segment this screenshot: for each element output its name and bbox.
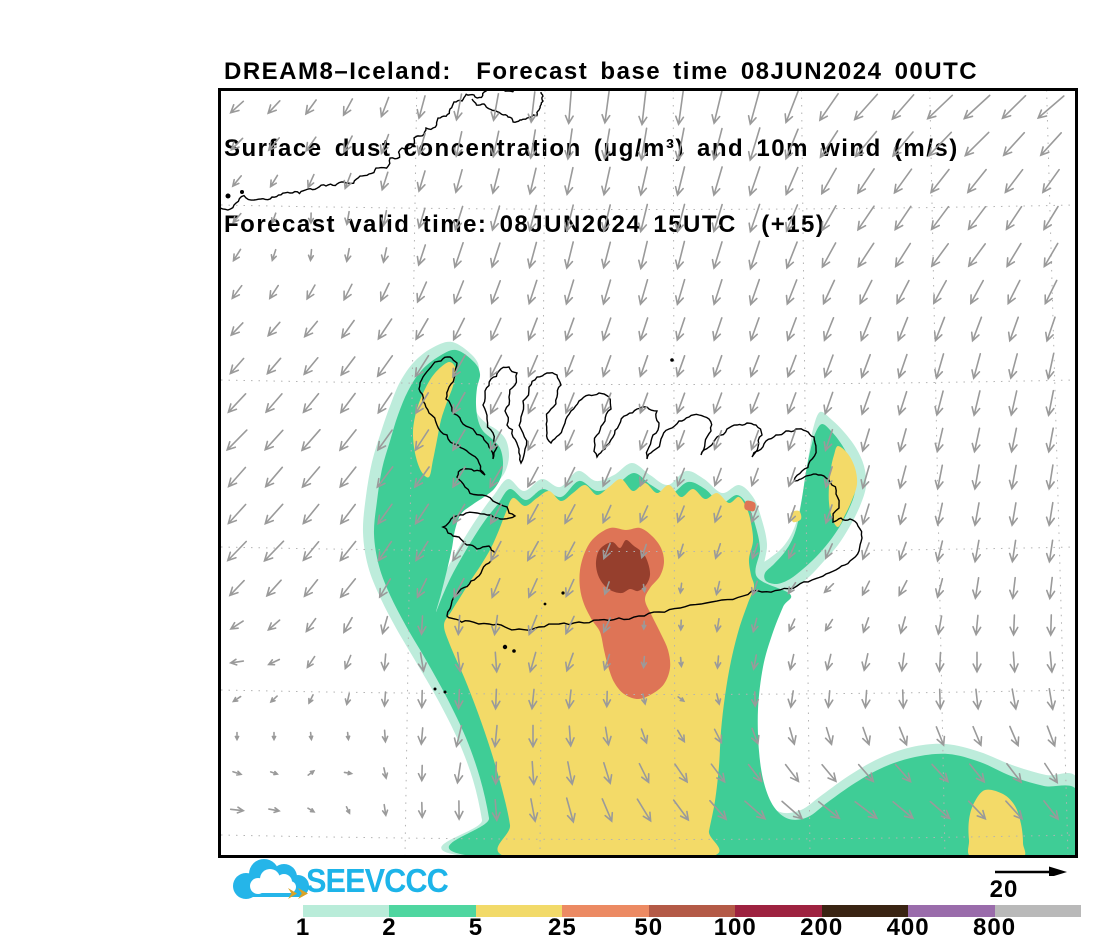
colorbar-segment (735, 905, 822, 917)
colorbar-label: 25 (547, 914, 577, 941)
wind-scale-value: 20 (989, 876, 1019, 903)
colorbar-segment (908, 905, 995, 917)
colorbar-segment (389, 905, 476, 917)
colorbar-segment (648, 905, 736, 917)
colorbar (303, 905, 1081, 917)
title-line-1: DREAM8–Iceland: Forecast base time 08JUN… (224, 58, 979, 85)
colorbar-segment (994, 905, 1081, 917)
colorbar-label: 800 (973, 914, 1017, 941)
small-island (240, 190, 244, 194)
colorbar-segment (821, 905, 909, 917)
colorbar-labels: 1 2 5 25 50 100 200 400 800 (0, 914, 1107, 944)
grid-lines (220, 89, 1077, 857)
forecast-map (218, 88, 1078, 858)
colorbar-label: 400 (886, 914, 930, 941)
seevccc-logo: SEEVCCC (220, 858, 450, 902)
greenland-coastline (471, 91, 544, 124)
map-panel (218, 88, 1078, 858)
dust-contour (744, 500, 756, 512)
wind-scale: 20 (940, 858, 1080, 908)
greenland-coastline (218, 88, 517, 211)
title: DREAM8–Iceland: Forecast base time 08JUN… (224, 8, 978, 263)
colorbar-label: 5 (468, 914, 484, 941)
small-island (543, 602, 547, 606)
wind-scale-arrow-icon (995, 866, 1067, 878)
colorbar-segment (475, 905, 563, 917)
colorbar-label: 1 (295, 914, 311, 941)
small-island (443, 690, 447, 694)
dust-contour (828, 445, 858, 528)
meridian-line (801, 89, 811, 857)
small-island (670, 358, 674, 362)
colorbar-label: 2 (382, 914, 397, 941)
latitude-line (220, 379, 1077, 385)
small-island (433, 687, 437, 691)
meridian-line (404, 89, 418, 857)
meridian-line (672, 89, 676, 857)
coastlines (218, 88, 863, 694)
small-island (561, 591, 565, 595)
meridian-line (539, 89, 546, 857)
colorbar-label: 50 (634, 914, 664, 941)
map-frame (218, 88, 1078, 858)
colorbar-segment (562, 905, 649, 917)
dust-contour (790, 510, 802, 523)
colorbar-segment (303, 905, 390, 917)
logo-text: SEEVCCC (306, 862, 449, 899)
small-island (502, 644, 508, 650)
colorbar-label: 100 (713, 914, 757, 941)
colorbar-label: 200 (800, 914, 844, 941)
dust-contour (443, 478, 755, 858)
iceland-coastline (418, 356, 863, 632)
meridian-line (1046, 89, 1069, 857)
meridian-line (929, 89, 946, 857)
small-island (512, 649, 516, 653)
wind-arrow-field (225, 88, 1065, 824)
cloud-logo-icon (233, 859, 309, 899)
title-line-2: Surface dust concentration (µg/m³) and 1… (224, 134, 959, 162)
small-island (225, 193, 231, 199)
wind-arrows (225, 88, 1065, 824)
